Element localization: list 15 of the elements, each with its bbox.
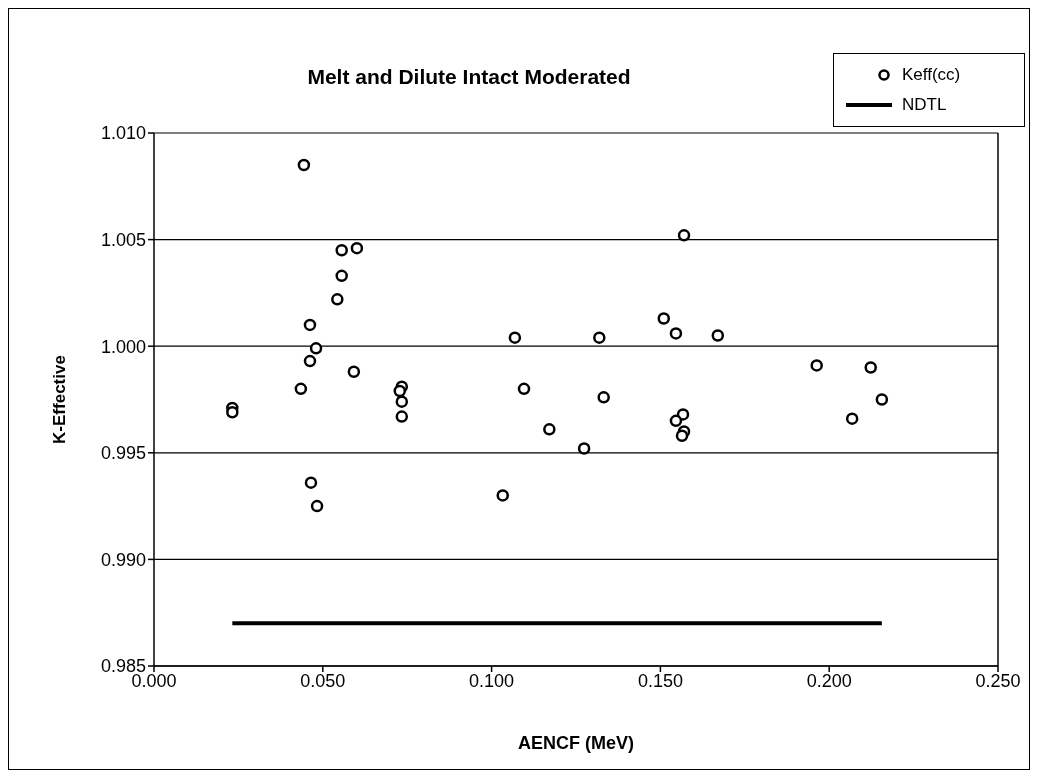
x-tick-label: 0.250 (975, 670, 1021, 691)
legend-label: Keff(cc) (902, 65, 961, 85)
x-tick-label: 0.100 (469, 670, 515, 691)
y-tick-label: 1.010 (100, 123, 146, 144)
x-tick-label: 0.200 (806, 670, 852, 691)
x-tick-label: 0.050 (300, 670, 346, 691)
x-tick-label: 0.150 (637, 670, 683, 691)
y-tick-label: 1.005 (100, 229, 146, 250)
x-axis-title: AENCF (MeV) (518, 733, 634, 753)
y-tick-label: 0.995 (100, 443, 146, 464)
y-axis-title: K-Effective (50, 355, 70, 444)
y-tick-label: 1.000 (100, 336, 146, 357)
chart-title: Melt and Dilute Intact Moderated (306, 65, 632, 89)
y-tick-label: 0.990 (100, 549, 146, 570)
legend-label: NDTL (902, 95, 947, 115)
